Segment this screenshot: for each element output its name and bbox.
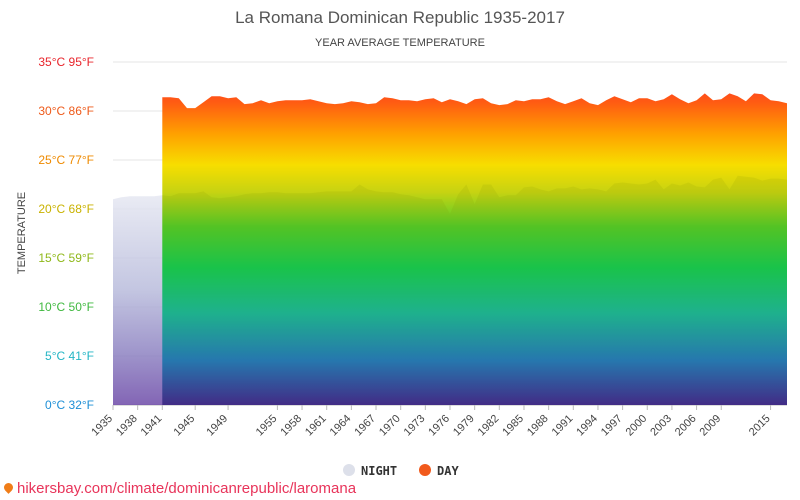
legend-swatch-day[interactable]	[419, 464, 431, 476]
legend-label-night[interactable]: NIGHT	[361, 464, 397, 478]
y-tick-label: 25°C 77°F	[38, 153, 94, 167]
x-tick-label: 1958	[278, 413, 304, 439]
x-tick-label: 1988	[525, 413, 551, 439]
watermark-text: hikersbay.com/climate/dominicanrepublic/…	[17, 480, 357, 497]
x-tick-label: 2006	[673, 413, 699, 439]
day-series-area	[162, 93, 788, 406]
y-tick-label: 30°C 86°F	[38, 104, 94, 118]
x-tick-label: 1997	[599, 413, 625, 439]
x-tick-label: 1982	[476, 413, 502, 439]
legend-swatch-night[interactable]	[343, 464, 355, 476]
x-tick-label: 1970	[377, 413, 403, 439]
x-tick-label: 2015	[747, 413, 773, 439]
x-tick-label: 1938	[114, 413, 140, 439]
x-tick-label: 1935	[89, 413, 115, 439]
x-tick-label: 1961	[303, 413, 329, 439]
y-tick-label: 10°C 50°F	[38, 300, 94, 314]
watermark-link[interactable]: hikersbay.com/climate/dominicanrepublic/…	[2, 480, 357, 497]
x-tick-label: 1941	[139, 413, 165, 439]
y-tick-label: 5°C 41°F	[45, 349, 94, 363]
chart-subtitle: YEAR AVERAGE TEMPERATURE	[315, 37, 485, 49]
x-tick-label: 1976	[426, 413, 452, 439]
x-tick-label: 1973	[402, 413, 428, 439]
y-tick-label: 35°C 95°F	[38, 55, 94, 69]
chart-title: La Romana Dominican Republic 1935-2017	[235, 8, 565, 27]
x-tick-label: 1955	[254, 413, 280, 439]
x-tick-label: 2000	[624, 413, 650, 439]
x-tick-label: 1994	[574, 413, 600, 439]
x-tick-label: 1967	[352, 413, 378, 439]
location-pin-icon	[2, 481, 15, 494]
y-axis-label: TEMPERATURE	[16, 192, 28, 274]
night-series-overlay	[162, 175, 788, 405]
x-tick-label: 1991	[550, 413, 576, 439]
x-tick-label: 1964	[328, 413, 354, 439]
x-tick-label: 2003	[648, 413, 674, 439]
x-tick-label: 1979	[451, 413, 477, 439]
x-tick-label: 1945	[172, 413, 198, 439]
y-tick-label: 0°C 32°F	[45, 398, 94, 412]
y-tick-label: 15°C 59°F	[38, 251, 94, 265]
x-tick-label: 1949	[204, 413, 230, 439]
y-tick-label: 20°C 68°F	[38, 202, 94, 216]
x-tick-label: 2009	[698, 413, 724, 439]
legend-label-day[interactable]: DAY	[437, 464, 459, 478]
x-tick-label: 1985	[500, 413, 526, 439]
